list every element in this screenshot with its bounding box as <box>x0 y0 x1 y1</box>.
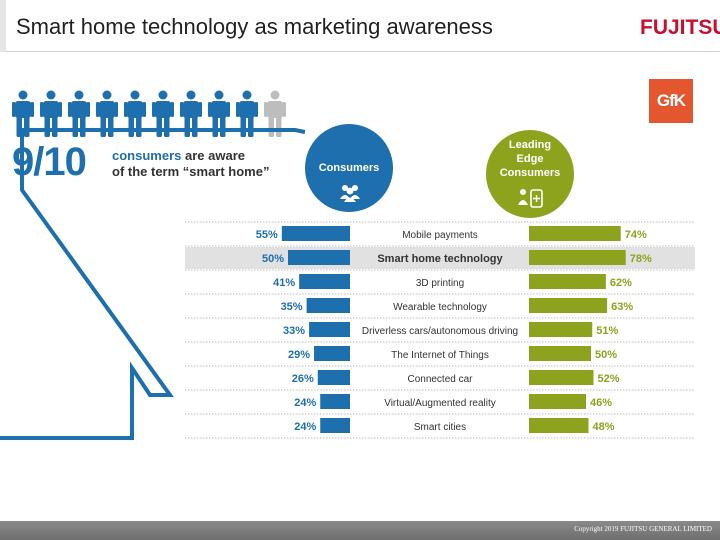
consumers-value-label: 29% <box>288 349 310 361</box>
leading-edge-label-1: Leading <box>508 139 552 151</box>
awareness-caption: consumers are aware of the term “smart h… <box>112 148 269 180</box>
person-icon-aware <box>208 90 230 138</box>
category-label: 3D printing <box>416 278 464 289</box>
person-icon-aware <box>96 90 118 138</box>
consumers-bar <box>299 274 350 289</box>
consumers-circle-label: Consumers <box>318 162 380 174</box>
leading-edge-value-label: 50% <box>595 349 617 361</box>
consumers-value-label: 24% <box>294 421 316 433</box>
category-label: Smart home technology <box>377 253 503 265</box>
consumers-bar <box>320 418 350 433</box>
title-bar: Smart home technology as marketing aware… <box>0 0 720 52</box>
consumers-bar <box>309 322 350 337</box>
consumers-value-label: 24% <box>294 397 316 409</box>
consumers-value-label: 50% <box>262 253 284 265</box>
leading-edge-bar <box>529 298 608 313</box>
fujitsu-logo-text: FUJITSU <box>640 16 720 39</box>
leading-edge-bar <box>529 370 594 385</box>
leading-edge-bar <box>529 322 593 337</box>
category-label: The Internet of Things <box>391 350 489 361</box>
leading-edge-value-label: 78% <box>630 253 652 265</box>
leading-edge-value-label: 46% <box>590 397 612 409</box>
awareness-ratio: 9/10 <box>12 140 87 184</box>
consumers-bar <box>317 370 350 385</box>
fujitsu-logo: FUJITSU <box>640 16 720 40</box>
consumers-bar <box>288 250 350 265</box>
leading-edge-value-label: 51% <box>596 325 618 337</box>
consumers-bar <box>306 298 350 313</box>
leading-edge-device-icon <box>518 189 543 208</box>
consumers-value-label: 33% <box>283 325 305 337</box>
leading-edge-value-label: 74% <box>625 229 647 241</box>
consumers-value-label: 41% <box>273 277 295 289</box>
consumers-value-label: 35% <box>281 301 303 313</box>
copyright-text: Copyright 2019 FUJITSU GENERAL LIMITED <box>574 525 712 533</box>
consumers-value-label: 26% <box>292 373 314 385</box>
page-title: Smart home technology as marketing aware… <box>16 14 493 39</box>
consumers-bar <box>314 346 350 361</box>
leading-edge-value-label: 62% <box>610 277 632 289</box>
awareness-caption-line2: of the term “smart home” <box>112 164 270 179</box>
consumers-group-icon <box>340 185 360 202</box>
leading-edge-bar <box>529 250 626 265</box>
category-label: Driverless cars/autonomous driving <box>362 326 518 337</box>
awareness-caption-consumers: consumers <box>112 148 182 163</box>
consumers-circle: Consumers <box>305 124 393 212</box>
leading-edge-value-label: 52% <box>597 373 619 385</box>
category-label: Connected car <box>407 374 473 385</box>
leading-edge-bar <box>529 226 621 241</box>
gfk-logo-text: GfK <box>656 91 686 110</box>
category-label: Mobile payments <box>402 230 478 241</box>
consumers-bar <box>281 226 350 241</box>
title-accent <box>0 0 6 52</box>
leading-edge-value-label: 63% <box>611 301 633 313</box>
leading-edge-bar <box>529 394 587 409</box>
leading-edge-bar <box>529 346 591 361</box>
leading-edge-label-3: Consumers <box>499 167 561 179</box>
awareness-caption-aware: are aware <box>185 148 245 163</box>
category-label: Virtual/Augmented reality <box>384 398 496 409</box>
leading-edge-label-2: Edge <box>516 153 544 165</box>
leading-edge-bar <box>529 418 589 433</box>
leading-edge-value-label: 48% <box>593 421 615 433</box>
category-label: Smart cities <box>414 422 466 433</box>
consumers-value-label: 55% <box>256 229 278 241</box>
consumers-bar <box>320 394 350 409</box>
leading-edge-circle: Leading Edge Consumers <box>486 130 574 218</box>
leading-edge-bar <box>529 274 606 289</box>
category-label: Wearable technology <box>393 302 487 313</box>
footer-bar: Copyright 2019 FUJITSU GENERAL LIMITED <box>0 521 720 540</box>
connector-outline <box>0 128 306 440</box>
gfk-logo: GfK <box>649 79 693 123</box>
